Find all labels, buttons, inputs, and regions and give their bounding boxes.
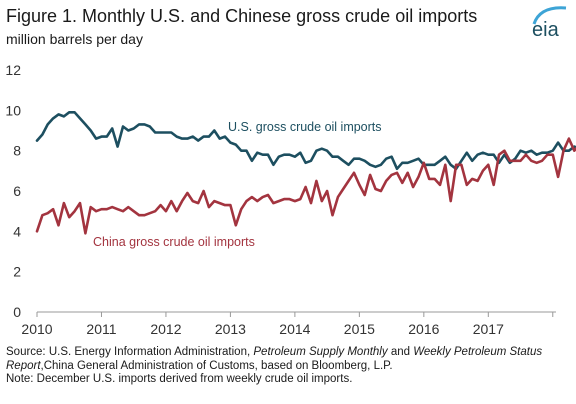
source-publication-2: Weekly Petroleum Status Report bbox=[6, 346, 543, 372]
china-series-label: China gross crude oil imports bbox=[93, 235, 255, 249]
y-tick-label: 4 bbox=[13, 223, 21, 239]
x-tick-label: 2012 bbox=[150, 321, 181, 337]
chart-subtitle: million barrels per day bbox=[6, 31, 143, 47]
source-rest: ,China General Administration of Customs… bbox=[40, 359, 393, 372]
chart-source: Source: U.S. Energy Information Administ… bbox=[6, 346, 566, 387]
x-tick-label: 2010 bbox=[21, 321, 52, 337]
x-tick-label: 2017 bbox=[473, 321, 504, 337]
y-tick-label: 6 bbox=[13, 183, 21, 199]
china-imports-line bbox=[35, 137, 576, 235]
source-publication-1: Petroleum Supply Monthly bbox=[253, 346, 388, 358]
logo-text: eia bbox=[532, 19, 560, 41]
y-tick-label: 10 bbox=[5, 102, 21, 118]
y-tick-label: 12 bbox=[5, 62, 21, 78]
us-imports-line bbox=[35, 111, 576, 171]
x-tick-label: 2011 bbox=[86, 321, 116, 337]
chart-title: Figure 1. Monthly U.S. and Chinese gross… bbox=[6, 6, 478, 26]
x-tick-label: 2016 bbox=[408, 321, 439, 337]
source-prefix: Source: U.S. Energy Information Administ… bbox=[6, 346, 251, 358]
us-series-label: U.S. gross crude oil imports bbox=[228, 120, 382, 134]
x-tick-label: 2015 bbox=[344, 321, 375, 337]
chart-note: Note: December U.S. imports derived from… bbox=[6, 373, 353, 385]
y-tick-label: 8 bbox=[13, 143, 21, 159]
logo-arc bbox=[532, 6, 567, 25]
x-tick-label: 2014 bbox=[279, 321, 310, 337]
x-tick-label: 2013 bbox=[215, 321, 246, 337]
eia-logo: eia bbox=[532, 6, 567, 41]
y-tick-label: 2 bbox=[13, 264, 21, 280]
source-and: and bbox=[390, 346, 410, 358]
y-tick-label: 0 bbox=[13, 304, 21, 320]
